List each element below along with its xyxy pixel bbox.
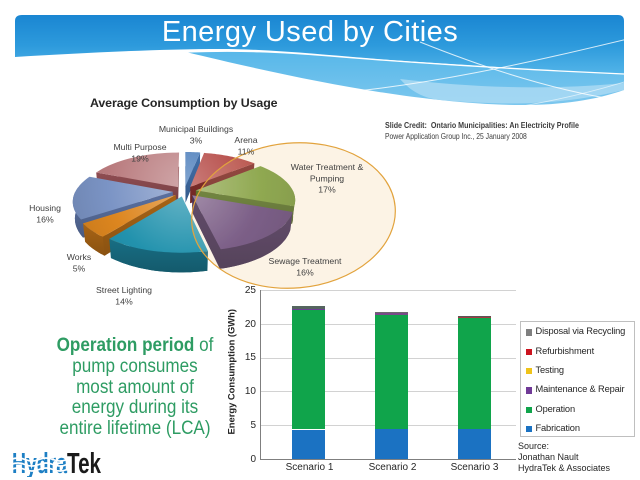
- svg-text:16%: 16%: [36, 214, 54, 224]
- svg-text:14%: 14%: [115, 296, 133, 306]
- svg-text:11%: 11%: [238, 146, 255, 156]
- svg-text:Multi Purpose: Multi Purpose: [113, 142, 166, 152]
- svg-text:Tek: Tek: [67, 448, 102, 477]
- svg-text:Sewage Treatment: Sewage Treatment: [269, 256, 343, 266]
- svg-text:17%: 17%: [318, 185, 336, 195]
- svg-text:Works: Works: [67, 252, 92, 262]
- svg-text:5%: 5%: [73, 263, 86, 273]
- svg-text:19%: 19%: [131, 153, 149, 163]
- svg-text:Municipal Buildings: Municipal Buildings: [159, 124, 234, 134]
- svg-text:Street Lighting: Street Lighting: [96, 285, 152, 295]
- svg-text:16%: 16%: [296, 267, 314, 277]
- svg-text:Housing: Housing: [29, 203, 61, 213]
- svg-text:Arena: Arena: [234, 135, 257, 145]
- svg-text:Water Treatment &: Water Treatment &: [291, 162, 364, 172]
- svg-text:3%: 3%: [190, 135, 203, 145]
- svg-text:Pumping: Pumping: [310, 173, 344, 183]
